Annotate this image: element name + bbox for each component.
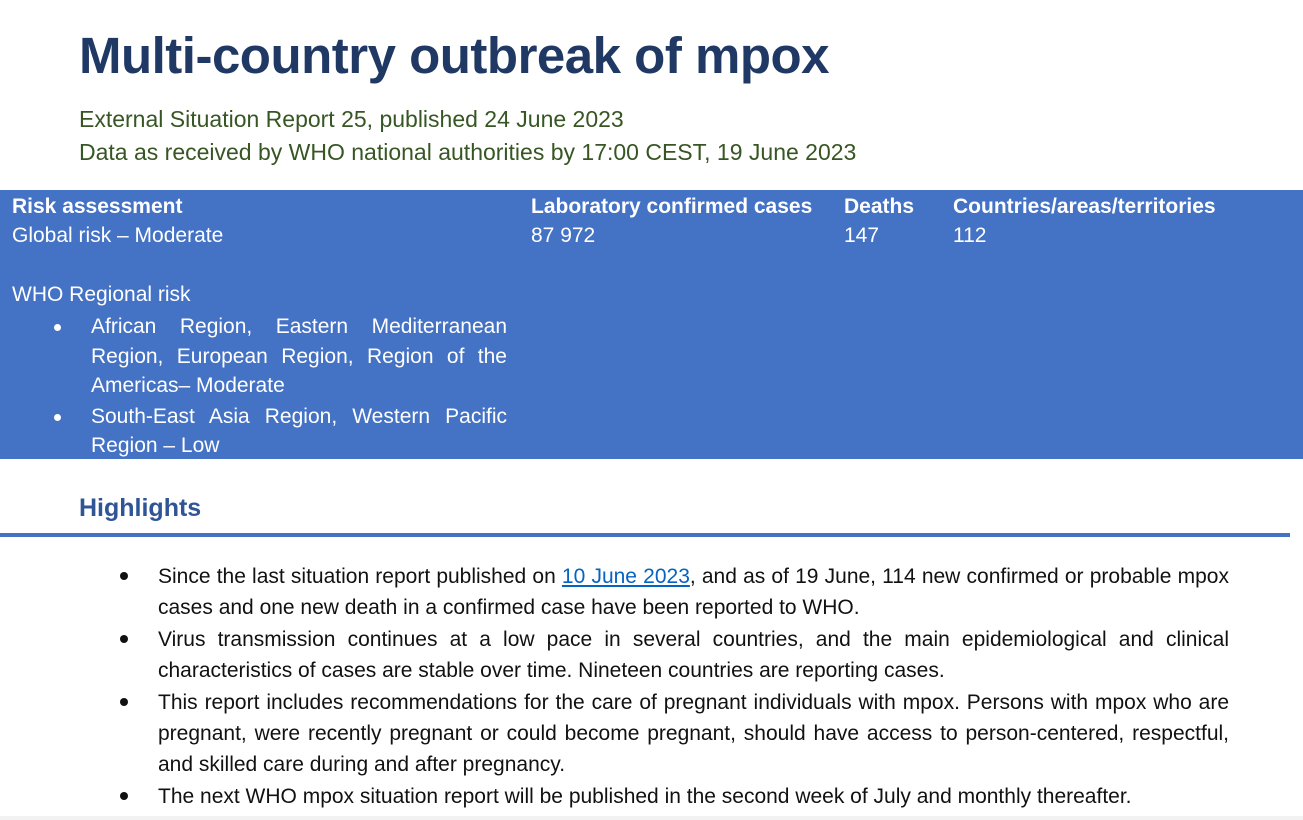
highlight-text: Virus transmission continues at a low pa…	[158, 628, 1229, 682]
global-risk-value: Global risk – Moderate	[12, 224, 224, 247]
countries-value: 112	[953, 224, 987, 247]
regional-risk-item: African Region, Eastern Mediterranean Re…	[48, 312, 507, 401]
regional-risk-text: South-East Asia Region, Western Pacific …	[91, 404, 507, 458]
bullet-icon	[54, 413, 61, 421]
regional-risk-label: WHO Regional risk	[12, 283, 191, 306]
report-title: Multi-country outbreak of mpox	[79, 27, 830, 84]
bullet-icon	[54, 324, 61, 331]
deaths-header: Deaths	[844, 195, 915, 218]
risk-assessment-header: Risk assessment	[12, 195, 183, 218]
bullet-icon	[120, 572, 128, 580]
highlight-text: The next WHO mpox situation report will …	[158, 785, 1132, 808]
highlight-item: The next WHO mpox situation report will …	[117, 781, 1229, 812]
regional-risk-item: South-East Asia Region, Western Pacific …	[48, 402, 507, 461]
bullet-icon	[120, 635, 128, 643]
bullet-icon	[120, 792, 128, 800]
highlights-heading: Highlights	[79, 494, 202, 522]
highlight-text-after-link: , and as of 19 June, 114 new confirmed o…	[158, 565, 1229, 619]
page-bottom-edge	[0, 816, 1303, 820]
countries-header: Countries/areas/territories	[953, 195, 1216, 218]
highlight-item: This report includes recommendations for…	[117, 687, 1229, 780]
previous-report-link[interactable]: 10 June 2023	[561, 565, 690, 588]
regional-risk-list: African Region, Eastern Mediterranean Re…	[48, 312, 507, 462]
regional-risk-text: African Region, Eastern Mediterranean Re…	[91, 315, 507, 397]
highlight-item: Virus transmission continues at a low pa…	[117, 624, 1229, 686]
report-data-cutoff-line: Data as received by WHO national authori…	[79, 139, 857, 165]
cases-value: 87 972	[531, 224, 596, 247]
highlight-text: This report includes recommendations for…	[158, 691, 1229, 776]
highlights-list: Since the last situation report publishe…	[117, 561, 1229, 813]
highlight-text-before-link: Since the last situation report publishe…	[158, 565, 562, 588]
bullet-icon	[120, 698, 128, 706]
deaths-value: 147	[844, 224, 880, 247]
highlights-divider	[0, 533, 1290, 537]
report-publication-line: External Situation Report 25, published …	[79, 106, 624, 132]
cases-header: Laboratory confirmed cases	[531, 195, 813, 218]
highlight-item: Since the last situation report publishe…	[117, 561, 1229, 623]
summary-band: Risk assessment Laboratory confirmed cas…	[0, 190, 1303, 459]
